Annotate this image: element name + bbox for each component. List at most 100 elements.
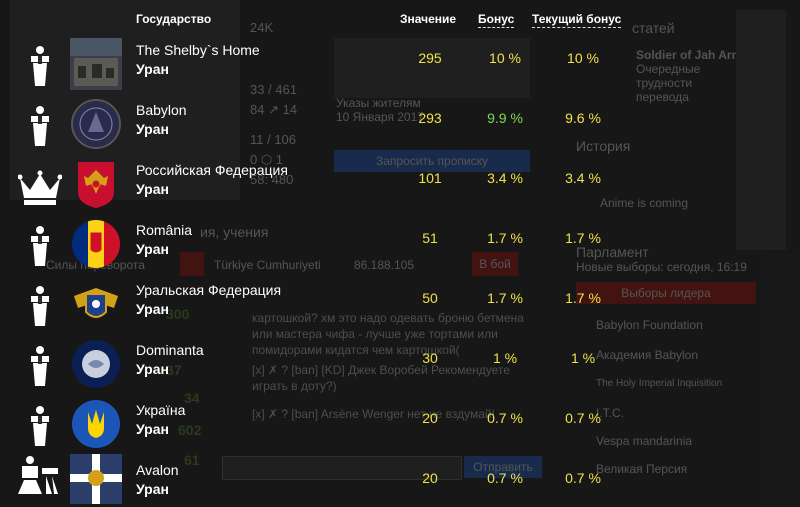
value-cell: 293	[418, 110, 442, 126]
bonus-cell: 9.9 %	[487, 110, 523, 126]
header-state: Государство	[136, 12, 212, 26]
state-name[interactable]: Avalon	[136, 462, 179, 478]
chat-message-2: [x] ✗ ? [ban] [KD] Джек Воробей Рекоменд…	[252, 363, 510, 393]
value-cell: 51	[422, 230, 438, 246]
avalon-emblem-flag	[70, 454, 122, 504]
current-bonus-cell: 10 %	[567, 50, 599, 66]
current-bonus-cell: 0.7 %	[565, 410, 601, 426]
resource-name: Уран	[136, 121, 169, 137]
chat-message-1: картошкой? хм это надо одевать броню бет…	[252, 311, 524, 357]
bonus-cell: 3.4 %	[487, 170, 523, 186]
state-name[interactable]: Российская Федерация	[136, 162, 288, 178]
stat-2: 33 / 461	[250, 82, 297, 97]
decree-title: Указы жителям	[336, 96, 421, 110]
state-name[interactable]: Babylon	[136, 102, 187, 118]
resource-name: Уран	[136, 181, 169, 197]
ukraine-trident-flag	[70, 398, 122, 450]
resource-name: Уран	[136, 61, 169, 77]
bonus-cell: 0.7 %	[487, 410, 523, 426]
left-number-4: 602	[178, 422, 202, 438]
table-row[interactable]: Dominanta Уран 30 1 % 1 %	[0, 336, 800, 396]
resource-name: Уран	[136, 421, 169, 437]
turkey-flag	[180, 252, 204, 276]
worker-icon	[18, 454, 62, 498]
table-row[interactable]: Avalon Уран 20 0.7 % 0.7 %	[0, 454, 800, 507]
left-number-3: 34	[184, 390, 200, 406]
value-cell: 20	[422, 470, 438, 486]
party-5[interactable]: Vespa mandarinia	[596, 434, 693, 448]
table-row[interactable]: Україна Уран 20 0.7 % 0.7 %	[0, 396, 800, 456]
stat-5: 0 ⬡ 1	[250, 152, 284, 167]
stat-4: 11 / 106	[250, 132, 297, 147]
table-row[interactable]: Уральская Федерация Уран 50 1.7 % 1.7 %	[0, 276, 800, 336]
leader-icon	[18, 224, 62, 268]
resource-name: Уран	[136, 241, 169, 257]
header-current-bonus[interactable]: Текущий бонус	[532, 12, 622, 28]
value-cell: 20	[422, 410, 438, 426]
party-6[interactable]: Великая Персия	[596, 462, 688, 476]
news-title: Soldier of Jah Army	[636, 48, 749, 62]
header-value[interactable]: Значение	[400, 12, 457, 26]
state-name[interactable]: The Shelby`s Home	[136, 42, 260, 58]
stat-3: 84 ↗ 14	[250, 102, 298, 117]
profile-panel	[10, 0, 240, 200]
table-row[interactable]: Babylon Уран 293 9.9 % 9.6 %	[0, 96, 800, 156]
value-cell: 295	[418, 50, 442, 66]
header-bonus[interactable]: Бонус	[478, 12, 515, 28]
bonus-cell: 1 %	[492, 350, 518, 366]
current-bonus-cell: 0.7 %	[565, 470, 601, 486]
exercises-link[interactable]: ия, учения	[200, 224, 269, 240]
chat-message-3: [x] ✗ ? [ban] Arsène Wenger нет не вздум…	[252, 407, 495, 421]
current-bonus-cell: 1.7 %	[565, 290, 601, 306]
left-number-5: 61	[184, 452, 200, 468]
history-item[interactable]: Anime is coming	[600, 196, 689, 210]
decree-date: 10 Января 2017	[336, 110, 424, 124]
request-button[interactable]: Запросить прописку	[334, 150, 530, 172]
crown-icon	[17, 164, 63, 208]
leader-icon	[18, 404, 62, 448]
stat-1: 24K	[250, 20, 274, 35]
state-name[interactable]: Україна	[136, 402, 186, 418]
party-4[interactable]: I.T.C.	[596, 406, 625, 420]
chat-input[interactable]	[222, 456, 462, 480]
send-button[interactable]: Отправить	[464, 456, 542, 478]
fight-button[interactable]: В бой	[472, 252, 518, 276]
bonus-cell: 10 %	[489, 50, 521, 66]
state-name[interactable]: Dominanta	[136, 342, 204, 358]
state-name[interactable]: România	[136, 222, 193, 238]
value-cell: 30	[422, 350, 438, 366]
dominanta-emblem-flag	[70, 338, 122, 390]
value-cell: 50	[422, 290, 438, 306]
leader-elections-button[interactable]: Выборы лидера	[576, 282, 756, 304]
bonus-cell: 1.7 %	[487, 230, 523, 246]
leader-icon	[18, 44, 62, 88]
leader-icon	[18, 284, 62, 328]
current-bonus-cell: 3.4 %	[565, 170, 601, 186]
bonus-cell: 0.7 %	[487, 470, 523, 486]
left-number-2: 37	[166, 362, 182, 378]
leader-icon	[18, 104, 62, 148]
target-state: Türkiye Cumhuriyeti	[214, 258, 321, 272]
history-tab[interactable]: История	[576, 138, 631, 154]
party-2[interactable]: Академия Babylon	[596, 348, 699, 362]
decree-image	[334, 38, 530, 98]
city-photo-flag	[70, 38, 122, 90]
table-row[interactable]: România Уран 51 1.7 % 1.7 %	[0, 216, 800, 276]
resource-name: Уран	[136, 301, 169, 317]
party-1[interactable]: Babylon Foundation	[596, 318, 703, 332]
table-row[interactable]: Российская Федерация Уран 101 3.4 % 3.4 …	[0, 156, 800, 216]
parliament-title: Парламент	[576, 244, 649, 260]
party-3[interactable]: The Holy Imperial Inquisition	[596, 378, 723, 389]
left-number-1: 300	[166, 306, 190, 322]
current-bonus-cell: 9.6 %	[565, 110, 601, 126]
news-subtitle: Очередные трудности перевода	[636, 62, 701, 104]
state-name[interactable]: Уральская Федерация	[136, 282, 282, 298]
ural-coat-of-arms-flag	[70, 278, 122, 330]
current-bonus-cell: 1 %	[570, 350, 596, 366]
romania-emblem-flag	[70, 218, 122, 270]
table-row[interactable]: The Shelby`s Home Уран 295 10 % 10 %	[0, 36, 800, 96]
battle-score: 86.188.105	[354, 258, 415, 272]
